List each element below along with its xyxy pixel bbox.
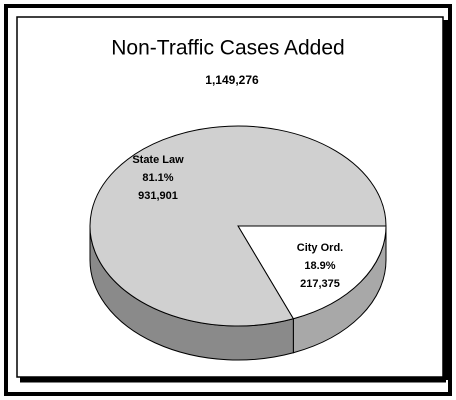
- slice-label: City Ord.: [297, 242, 343, 254]
- slice-label: State Law: [132, 154, 184, 166]
- pie-slice: [237, 225, 387, 320]
- pie: [89, 125, 387, 361]
- chart-title: Non-Traffic Cases Added: [111, 37, 344, 60]
- slice-percent: 18.9%: [304, 260, 335, 272]
- slice-count: 931,901: [138, 190, 178, 202]
- slice-percent: 81.1%: [142, 172, 173, 184]
- chart-subtitle: 1,149,276: [205, 73, 259, 87]
- pie-slice: [89, 125, 387, 327]
- outer-frame: [4, 4, 452, 396]
- slice-count: 217,375: [300, 278, 340, 290]
